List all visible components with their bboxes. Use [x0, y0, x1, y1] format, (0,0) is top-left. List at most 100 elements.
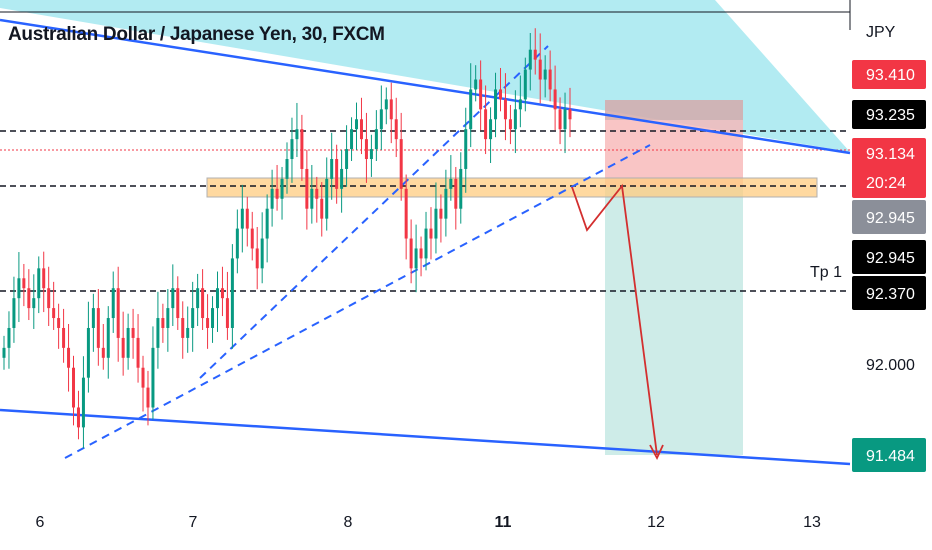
- candle: [27, 269, 31, 321]
- candle-body: [62, 327, 66, 348]
- candle-body: [17, 278, 21, 299]
- candle: [508, 104, 512, 145]
- projection-path: [571, 183, 658, 456]
- candle: [151, 326, 155, 420]
- candle: [91, 293, 95, 352]
- candle: [186, 306, 190, 353]
- candle: [191, 281, 195, 352]
- candle: [255, 227, 259, 290]
- candle: [503, 73, 507, 141]
- svg-text:93.235: 93.235: [866, 107, 915, 124]
- x-tick-label: 13: [803, 514, 821, 531]
- candle-body: [399, 139, 403, 189]
- candle-body: [7, 327, 11, 348]
- candle-body: [255, 248, 259, 269]
- candle: [220, 266, 224, 317]
- price-badge-93134: 93.134 20:24: [852, 138, 926, 198]
- candle-body: [72, 367, 76, 408]
- candle-body: [121, 337, 125, 358]
- candle: [409, 219, 413, 284]
- candle: [489, 107, 493, 163]
- candle-body: [533, 49, 537, 60]
- upper-trendline[interactable]: [0, 18, 851, 155]
- candle-body: [280, 178, 284, 199]
- svg-text:20:24: 20:24: [866, 175, 906, 192]
- candle: [558, 97, 562, 145]
- candle: [12, 276, 16, 343]
- price-badge-92945: 92.945: [852, 240, 926, 274]
- candle: [67, 324, 71, 392]
- candle-body: [116, 288, 120, 338]
- candle-body: [136, 337, 140, 368]
- candle: [81, 356, 85, 449]
- candle: [335, 144, 339, 204]
- candle: [270, 169, 274, 227]
- candle-body: [464, 129, 468, 169]
- x-tick-label: 8: [344, 514, 353, 531]
- candle-body: [424, 228, 428, 259]
- candle: [250, 211, 254, 261]
- candle: [528, 32, 532, 91]
- candle-body: [508, 119, 512, 130]
- candle-body: [27, 288, 31, 309]
- candle: [37, 256, 41, 314]
- candle: [350, 117, 354, 162]
- candle-body: [81, 377, 85, 428]
- candle: [121, 311, 125, 376]
- candle: [206, 294, 210, 349]
- candle: [260, 212, 264, 284]
- x-tick-label: 7: [189, 514, 198, 531]
- x-tick-label: 6: [36, 514, 45, 531]
- candle-body: [389, 99, 393, 120]
- candle: [513, 90, 517, 154]
- candle: [523, 57, 527, 112]
- candle-body: [37, 268, 41, 299]
- candle-body: [47, 288, 51, 309]
- candle: [548, 50, 552, 102]
- candle: [394, 97, 398, 158]
- candle-body: [518, 99, 522, 110]
- candle-body: [374, 129, 378, 150]
- candle-body: [469, 89, 473, 130]
- candle-body: [558, 109, 562, 130]
- candle-body: [91, 308, 95, 328]
- candle: [330, 132, 334, 200]
- candle: [300, 114, 304, 181]
- target-zone: [605, 187, 743, 455]
- candle: [171, 264, 175, 326]
- channel-upper-dashed[interactable]: [199, 45, 549, 379]
- candle: [479, 60, 483, 131]
- projection-arrowhead: [649, 444, 664, 461]
- candle: [543, 55, 547, 98]
- candles: [2, 28, 572, 449]
- x-axis: 6 7 8 11 12 13: [36, 514, 821, 531]
- candle: [568, 87, 572, 138]
- candle: [47, 266, 51, 326]
- candle-body: [498, 89, 502, 100]
- candle-body: [305, 168, 309, 209]
- candle-body: [126, 327, 130, 358]
- candle-body: [568, 109, 572, 120]
- candle-body: [186, 327, 190, 338]
- candle-body: [2, 347, 6, 358]
- candle: [2, 335, 6, 370]
- candle-body: [379, 109, 383, 130]
- candle: [325, 157, 329, 231]
- candle-body: [409, 238, 413, 269]
- candle: [419, 236, 423, 277]
- candle: [245, 196, 249, 247]
- channel-lower-dashed[interactable]: [64, 144, 651, 459]
- svg-text:93.410: 93.410: [866, 67, 915, 84]
- candle-body: [265, 208, 269, 239]
- candle-body: [503, 99, 507, 120]
- candle-body: [96, 308, 100, 348]
- candle: [379, 85, 383, 151]
- candle: [215, 271, 219, 332]
- candle: [434, 182, 438, 254]
- candle: [116, 266, 120, 362]
- lower-trendline[interactable]: [0, 408, 851, 466]
- candle: [498, 67, 502, 112]
- candle-body: [141, 367, 145, 388]
- candle: [320, 182, 324, 237]
